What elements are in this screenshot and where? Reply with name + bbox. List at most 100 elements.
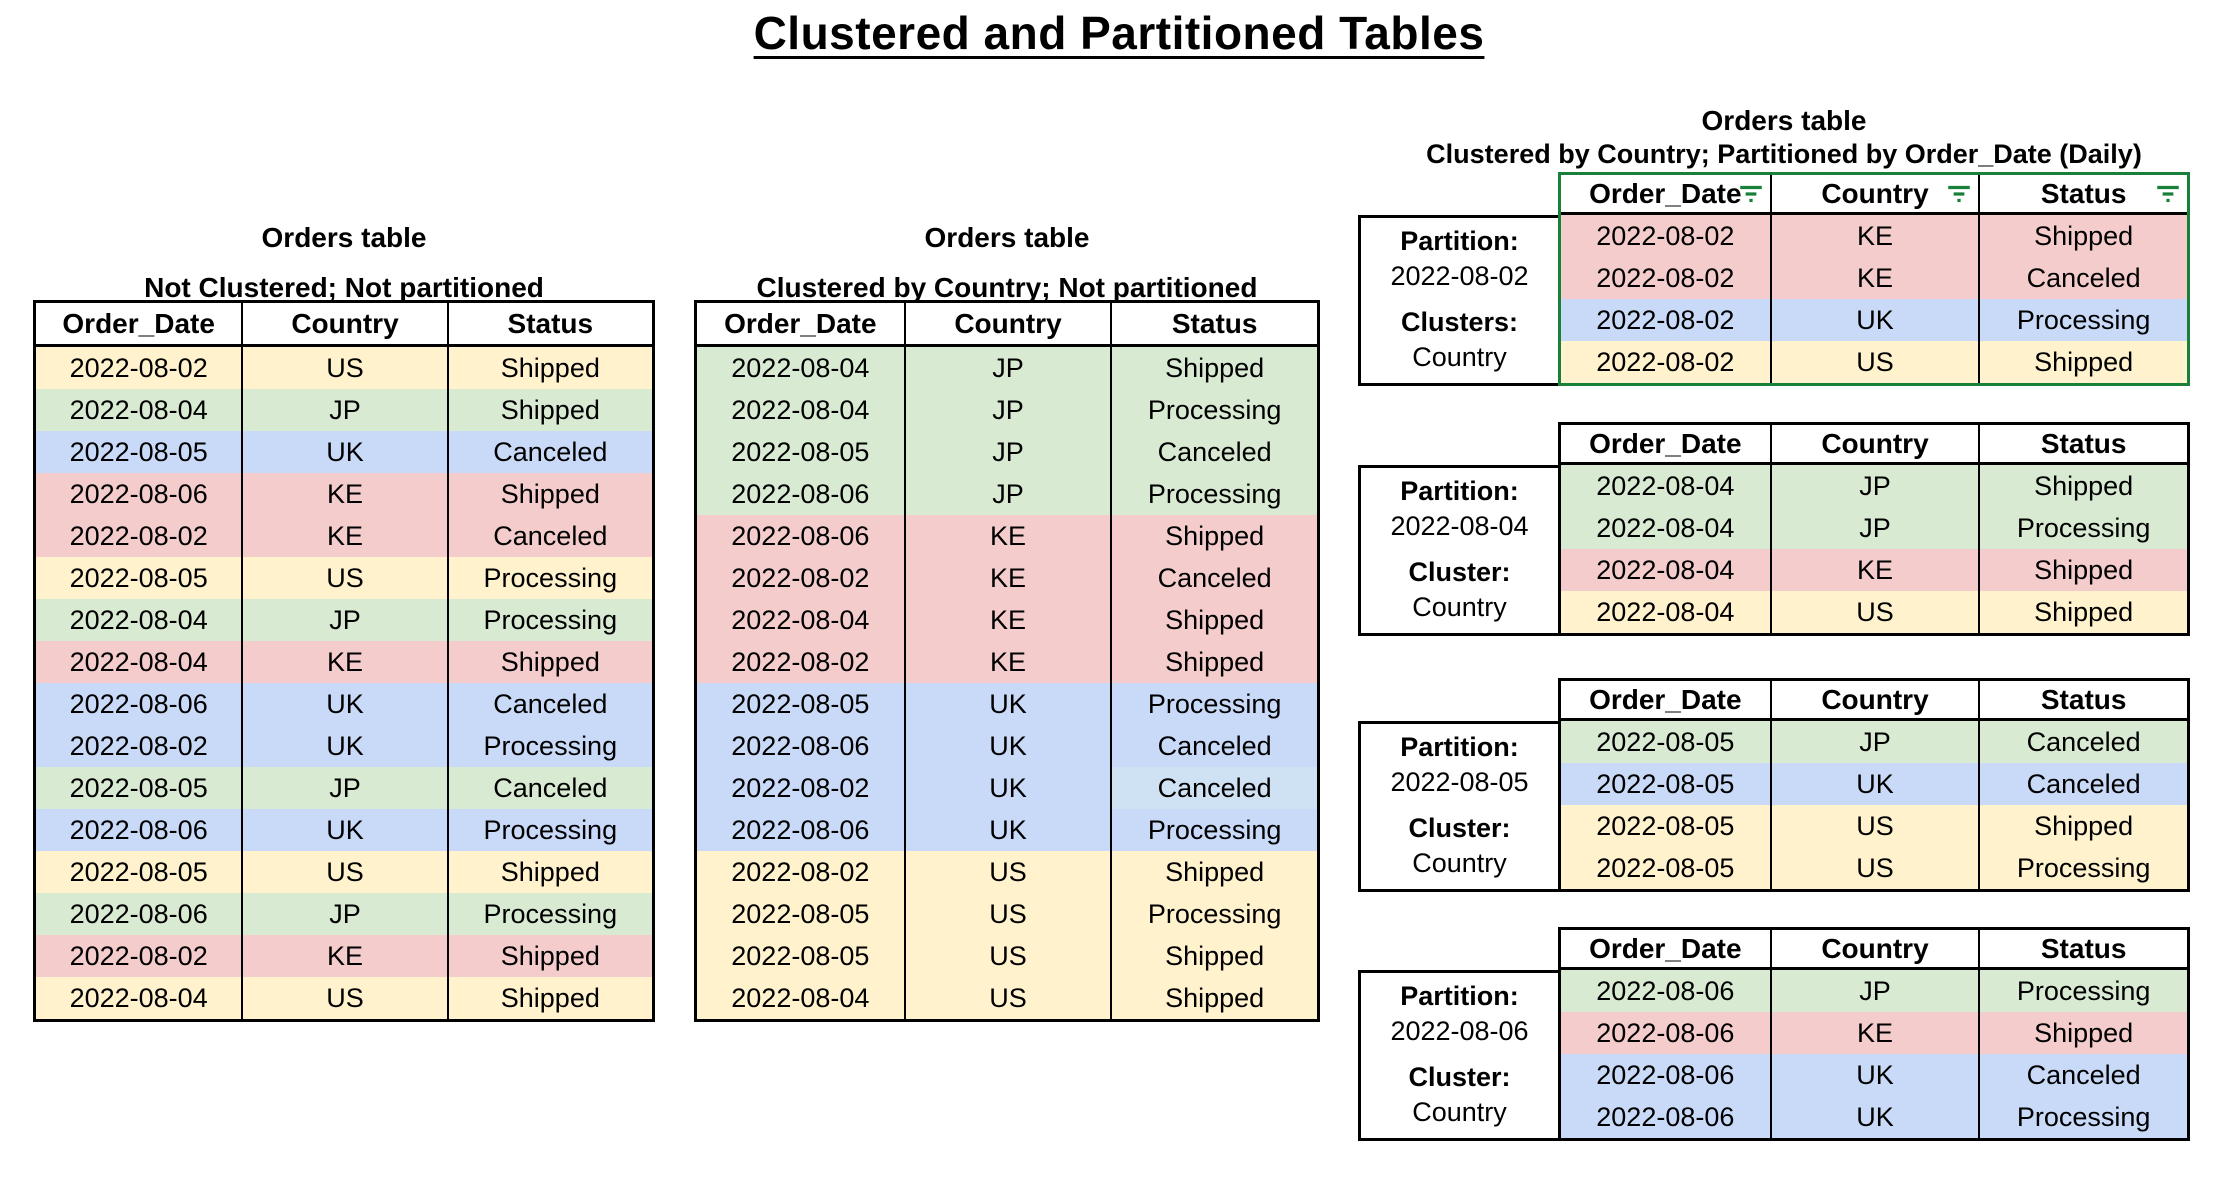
table-cell: 2022-08-02: [697, 851, 904, 893]
table-cell: Processing: [1110, 473, 1317, 515]
table-cell: UK: [1769, 299, 1979, 341]
table-cell: UK: [241, 725, 447, 767]
table-cell: 2022-08-04: [1561, 465, 1770, 507]
partition-key-label: Partition:: [1400, 732, 1519, 762]
table-cell: Canceled: [446, 431, 652, 473]
table-cell: 2022-08-06: [697, 809, 904, 851]
table-cell: Canceled: [1110, 431, 1317, 473]
left-table-subtitle: Not Clustered; Not partitioned: [144, 272, 544, 303]
table-cell: 2022-08-04: [36, 641, 242, 683]
column-header-label: Status: [1171, 307, 1258, 339]
table-cell: Canceled: [446, 515, 652, 557]
table-cell: 2022-08-05: [1561, 847, 1770, 889]
column-header-label: Status: [2040, 932, 2127, 964]
column-header: Order_Date: [1561, 425, 1770, 465]
table-cell: US: [1769, 341, 1979, 383]
table-cell: KE: [903, 641, 1111, 683]
table-cell: UK: [903, 809, 1111, 851]
table-cell: KE: [1769, 549, 1979, 591]
table-cell: Processing: [1110, 683, 1317, 725]
column-header-label: Order_Date: [1589, 683, 1742, 715]
table-cell: Shipped: [1110, 851, 1317, 893]
table-cell: Shipped: [1978, 1012, 2187, 1054]
table-cell: KE: [241, 935, 447, 977]
column-header: Order_Date: [36, 303, 242, 347]
column-header-label: Order_Date: [1589, 932, 1742, 964]
column-header-label: Country: [1821, 932, 1929, 964]
column-header: Country: [241, 303, 447, 347]
cluster-key-label: Cluster:: [1408, 557, 1511, 587]
cluster-key-value: Country: [1412, 1097, 1507, 1127]
table-cell: Shipped: [1978, 341, 2187, 383]
table-cell: 2022-08-02: [1561, 341, 1770, 383]
partition-key-value: 2022-08-05: [1390, 767, 1529, 797]
table-cell: KE: [1769, 215, 1979, 257]
table-cell: JP: [903, 431, 1111, 473]
table-cell: JP: [1769, 465, 1979, 507]
right-section-subtitle: Clustered by Country; Partitioned by Ord…: [1426, 139, 2142, 169]
table-cell: Shipped: [1978, 591, 2187, 633]
table-cell: US: [903, 893, 1111, 935]
table-cell: 2022-08-05: [36, 767, 242, 809]
table-cell: 2022-08-02: [36, 347, 242, 389]
table-cell: 2022-08-02: [36, 725, 242, 767]
table-cell: Canceled: [1978, 1054, 2187, 1096]
table-cell: Processing: [1978, 847, 2187, 889]
partition-table-2022-08-06: Order_Date Country Status 2022-08-06 JP Proce…: [1558, 927, 2190, 1141]
table-cell: US: [1769, 847, 1979, 889]
partition-key-label: Partition:: [1400, 476, 1519, 506]
table-cell: 2022-08-04: [36, 977, 242, 1019]
table-cell: UK: [1769, 1054, 1979, 1096]
partition-label-2022-08-02: Partition: 2022-08-02 Clusters: Country: [1358, 215, 1558, 386]
table-cell: UK: [241, 683, 447, 725]
table-cell: UK: [241, 431, 447, 473]
column-header: Status: [446, 303, 652, 347]
table-cell: US: [903, 935, 1111, 977]
table-cell: Canceled: [1978, 721, 2187, 763]
table-cell: Shipped: [1110, 347, 1317, 389]
column-header: Status: [1978, 175, 2187, 215]
table-cell: US: [1769, 591, 1979, 633]
table-cell: 2022-08-05: [36, 851, 242, 893]
table-cell: 2022-08-04: [697, 977, 904, 1019]
table-cell: Processing: [1978, 1096, 2187, 1138]
cluster-key-value: Country: [1412, 592, 1507, 622]
table-cell: 2022-08-06: [1561, 1096, 1770, 1138]
table-cell: 2022-08-06: [697, 725, 904, 767]
table-cell: UK: [903, 683, 1111, 725]
table-cell: Canceled: [446, 767, 652, 809]
table-cell: JP: [903, 347, 1111, 389]
table-cell: Canceled: [446, 683, 652, 725]
table-cell: JP: [1769, 507, 1979, 549]
column-header: Order_Date: [697, 303, 904, 347]
column-header-label: Status: [507, 307, 594, 339]
table-cell: 2022-08-02: [36, 515, 242, 557]
column-header: Country: [1769, 425, 1979, 465]
column-header-label: Order_Date: [1589, 177, 1742, 209]
table-cell: Shipped: [1978, 215, 2187, 257]
table-cell: Shipped: [446, 851, 652, 893]
table-cell: Shipped: [1978, 549, 2187, 591]
table-cell: UK: [903, 725, 1111, 767]
table-cell: US: [1769, 805, 1979, 847]
cluster-key-value: Country: [1412, 848, 1507, 878]
column-header: Country: [1769, 930, 1979, 970]
filter-icon: [1739, 185, 1762, 202]
column-header: Country: [1769, 175, 1979, 215]
table-cell: US: [241, 977, 447, 1019]
table-cell: 2022-08-05: [36, 431, 242, 473]
table-cell: Canceled: [1110, 557, 1317, 599]
table-cell: 2022-08-04: [697, 347, 904, 389]
table-cell: Shipped: [1110, 515, 1317, 557]
cluster-key-value: Country: [1412, 342, 1507, 372]
table-cell: Shipped: [446, 977, 652, 1019]
table-cell: 2022-08-06: [1561, 1054, 1770, 1096]
table-cell: JP: [1769, 721, 1979, 763]
table-cell: 2022-08-06: [697, 515, 904, 557]
cluster-key-label: Cluster:: [1408, 813, 1511, 843]
column-header: Country: [1769, 681, 1979, 721]
table-cell: 2022-08-06: [1561, 1012, 1770, 1054]
table-cell: 2022-08-02: [697, 641, 904, 683]
cluster-key: Clusters: Country: [1361, 305, 1558, 375]
